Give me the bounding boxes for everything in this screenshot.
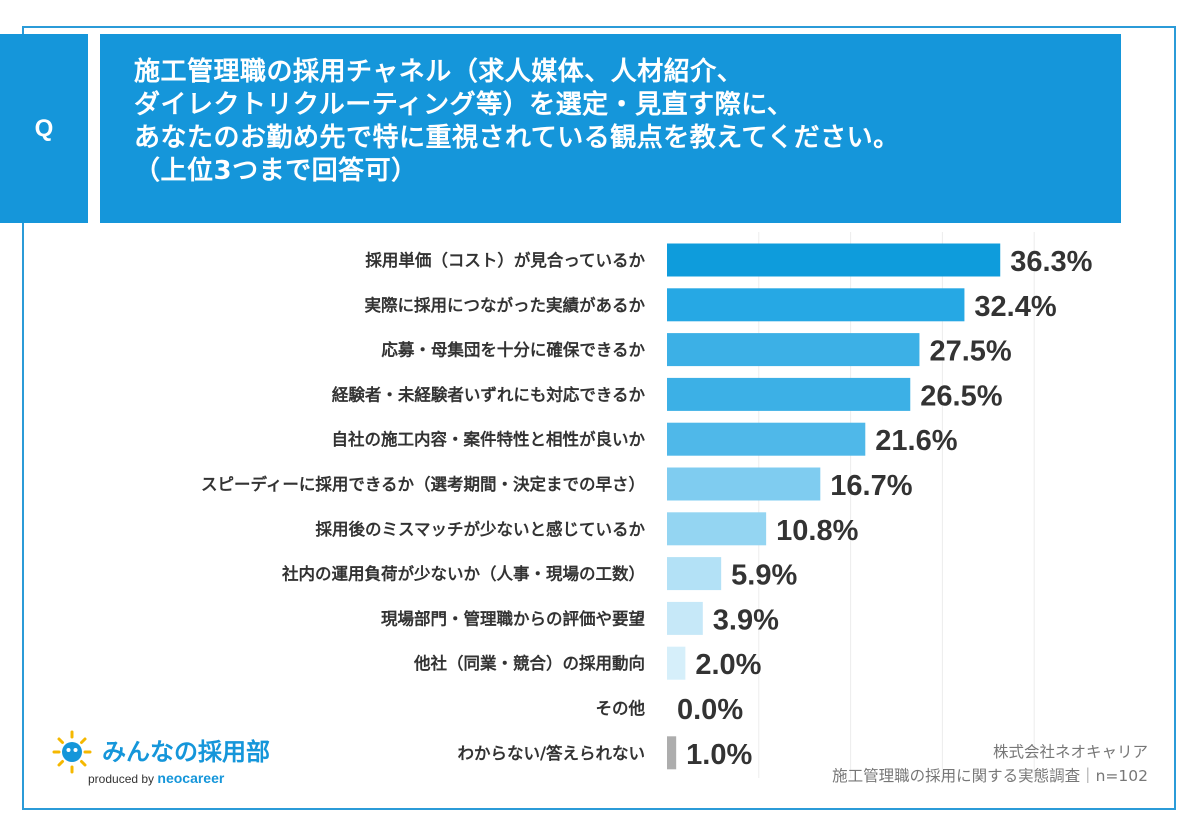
source-note: 株式会社ネオキャリア 施工管理職の採用に関する実態調査｜n=102 [832,740,1148,788]
question-badge: Q [0,34,88,223]
bar [667,736,677,770]
category-label: 自社の施工内容・案件特性と相性が良いか [332,429,646,449]
logo-produced-by: produced by [88,772,155,786]
value-label: 26.5% [920,380,1002,412]
sun-logo-icon [52,730,92,774]
value-label: 27.5% [929,336,1011,368]
category-label: その他 [596,698,646,718]
logo: みんなの採用部 produced by neocareer [50,726,310,796]
bar [667,467,821,501]
value-label: 2.0% [695,649,761,681]
category-label: 採用単価（コスト）が見合っているか [365,250,645,270]
bar [667,557,722,591]
bar [667,333,920,367]
value-label: 0.0% [677,694,743,726]
value-label: 16.7% [830,470,912,502]
category-label: 現場部門・管理職からの評価や要望 [381,608,645,628]
value-label: 21.6% [875,425,957,457]
bar [667,512,767,546]
bar [667,422,866,456]
question-line: 施工管理職の採用チャネル（求人媒体、人材紹介、 [134,57,744,87]
value-label: 36.3% [1010,246,1092,278]
bar [667,646,686,680]
logo-name: みんなの採用部 [102,738,270,766]
category-label: 実際に採用につながった実績があるか [365,295,646,315]
value-label: 3.9% [713,604,779,636]
category-label: 経験者・未経験者いずれにも対応できるか [332,384,646,404]
category-label: 他社（同業・競合）の採用動向 [413,653,645,673]
source-company: 株式会社ネオキャリア [992,743,1148,761]
value-label: 1.0% [686,739,752,771]
category-label: わからない/答えられない [457,743,645,763]
bar [667,243,1001,277]
value-label: 32.4% [974,291,1056,323]
question-line: ダイレクトリクルーティング等）を選定・見直す際に、 [134,90,794,120]
value-label: 10.8% [776,515,858,547]
category-label: 社内の運用負荷が少ないか（人事・現場の工数） [281,564,645,584]
category-label: 採用後のミスマッチが少ないと感じているか [315,519,645,539]
question-block: Q 施工管理職の採用チャネル（求人媒体、人材紹介、 ダイレクトリクルーティング等… [0,26,1200,226]
category-label: スピーディーに採用できるか（選考期間・決定までの早さ） [201,474,645,494]
bar [667,377,911,411]
value-label: 5.9% [731,560,797,592]
logo-tagline: produced by neocareer [88,770,224,786]
question-line: あなたのお勤め先で特に重視されている観点を教えてください。 [134,123,900,153]
logo-brand: neocareer [157,770,225,786]
question-text: 施工管理職の採用チャネル（求人媒体、人材紹介、 ダイレクトリクルーティング等）を… [100,34,1121,223]
bar [667,601,703,635]
category-label: 応募・母集団を十分に確保できるか [381,340,645,360]
source-survey: 施工管理職の採用に関する実態調査｜n=102 [832,767,1148,785]
question-line: （上位3つまで回答可） [134,156,418,186]
bar [667,288,965,322]
